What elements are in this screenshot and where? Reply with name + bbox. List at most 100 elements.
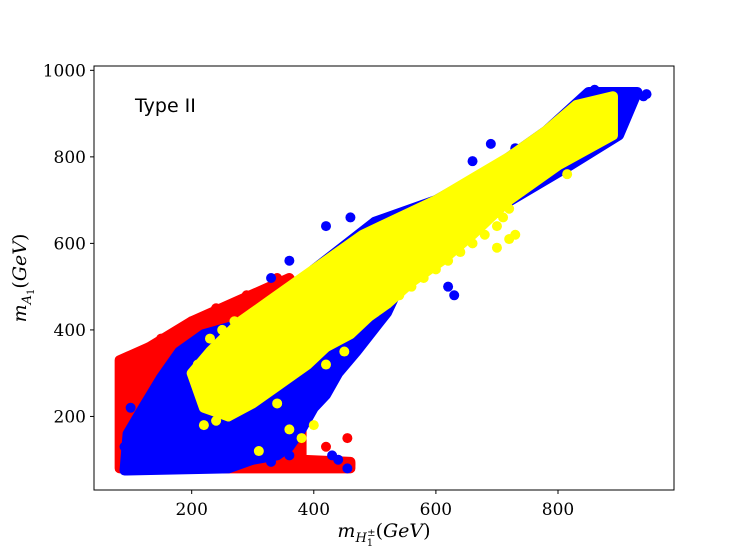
series-2 — [186, 91, 618, 457]
series-2-point-18 — [406, 281, 417, 292]
series-2-point-7 — [528, 169, 539, 180]
y-axis-label: mA1(GeV) — [9, 234, 37, 323]
series-0-point-0 — [116, 359, 127, 370]
y-tick-label-2: 600 — [54, 234, 86, 254]
series-2-point-82 — [314, 298, 325, 309]
series-2-point-64 — [333, 290, 344, 301]
x-axis-label: mH1±(GeV) — [337, 520, 430, 549]
series-2-point-14 — [455, 247, 466, 258]
series-0-point-2 — [143, 342, 154, 353]
series-2-point-12 — [479, 229, 490, 240]
series-2-point-38 — [205, 333, 215, 344]
series-2-point-21 — [369, 307, 380, 318]
series-2-point-1 — [595, 99, 606, 110]
series-2-point-73 — [467, 195, 478, 206]
series-2-point-70 — [418, 242, 429, 253]
series-2-point-81 — [201, 385, 212, 396]
series-2-point-22 — [357, 316, 368, 327]
series-2-point-71 — [437, 234, 447, 245]
series-2-point-72 — [491, 208, 502, 219]
series-2-point-68 — [308, 420, 319, 431]
series-2-point-69 — [284, 424, 295, 435]
series-2-point-43 — [278, 290, 289, 301]
series-1-point-28 — [345, 212, 356, 223]
series-2-point-75 — [369, 273, 380, 283]
series-2-point-78 — [266, 350, 277, 361]
series-2-point-6 — [534, 160, 545, 171]
series-1-point-10 — [467, 156, 478, 167]
series-2-point-53 — [455, 190, 466, 201]
series-2-point-59 — [562, 169, 573, 180]
chart-annotation: Type II — [134, 95, 196, 117]
series-2-point-16 — [430, 264, 441, 275]
axes-frame — [93, 65, 675, 491]
series-2-point-57 — [528, 143, 539, 154]
series-2-point-45 — [314, 273, 325, 283]
series-2-point-56 — [510, 156, 521, 167]
series-2-point-62 — [491, 242, 502, 253]
x-tick-label-2: 600 — [420, 500, 452, 520]
series-2-point-58 — [553, 125, 563, 136]
series-2-point-79 — [229, 342, 240, 353]
series-2-point-55 — [491, 169, 502, 180]
series-2-point-67 — [296, 433, 307, 444]
series-2-point-3 — [565, 121, 576, 132]
y-tick-label-0: 200 — [54, 407, 86, 427]
series-2-point-36 — [195, 368, 206, 379]
series-2-point-23 — [345, 324, 356, 335]
series-2-point-65 — [253, 446, 264, 457]
x-tick-label-3: 800 — [542, 500, 574, 520]
series-2-point-39 — [217, 324, 228, 335]
series-1-point-13 — [443, 281, 454, 292]
series-2-point-42 — [266, 298, 277, 309]
series-2-point-27 — [296, 359, 307, 370]
series-1-point-1 — [629, 86, 640, 97]
series-2-point-80 — [211, 381, 222, 392]
series-0-point-11 — [321, 441, 331, 452]
y-tick-label-3: 800 — [54, 148, 86, 168]
series-2-point-74 — [424, 216, 435, 227]
series-1-point-6 — [638, 91, 649, 102]
y-tick-label-1: 400 — [54, 321, 86, 341]
series-2-point-20 — [382, 298, 393, 309]
series-1-point-3 — [589, 84, 600, 95]
series-0-point-10 — [342, 433, 353, 444]
series-2-point-47 — [345, 247, 356, 258]
series-2-point-9 — [504, 203, 515, 214]
series-2-point-61 — [504, 234, 515, 245]
series-2-point-13 — [467, 238, 478, 249]
series-2-point-31 — [247, 394, 258, 405]
series-2-point-48 — [363, 238, 374, 249]
series-1-point-24 — [284, 450, 295, 461]
x-tick-label-0: 200 — [175, 500, 207, 520]
series-1-point-21 — [119, 441, 130, 452]
series-2-point-28 — [284, 368, 295, 379]
series-1-point-12 — [449, 290, 460, 301]
series-1-point-22 — [247, 454, 258, 465]
series-2-point-37 — [192, 359, 203, 370]
series-1-point-25 — [266, 273, 277, 283]
series-1-point-27 — [321, 221, 331, 232]
series-1-point-26 — [284, 255, 295, 266]
y-axis-ticks: 200 400 600 800 1000 — [43, 61, 94, 427]
series-1-point-20 — [125, 402, 136, 413]
series-2-point-66 — [272, 398, 283, 409]
plot-area — [114, 84, 652, 476]
series-2-point-19 — [394, 290, 405, 301]
series-2-point-34 — [211, 415, 222, 426]
series-2-point-77 — [321, 359, 331, 370]
x-axis-ticks: 200 400 600 800 — [175, 490, 574, 520]
x-tick-label-1: 400 — [298, 500, 330, 520]
series-2-point-76 — [339, 346, 350, 357]
y-tick-label-4: 1000 — [43, 61, 86, 81]
series-2-point-63 — [382, 281, 393, 292]
series-2-point-17 — [418, 273, 429, 283]
series-2-point-11 — [491, 221, 502, 232]
series-0-point-5 — [211, 303, 222, 314]
series-2-point-15 — [443, 255, 454, 266]
series-2-point-41 — [247, 307, 258, 318]
series-2-point-8 — [516, 186, 527, 197]
series-0-point-4 — [186, 316, 197, 327]
series-1-point-17 — [342, 463, 353, 474]
